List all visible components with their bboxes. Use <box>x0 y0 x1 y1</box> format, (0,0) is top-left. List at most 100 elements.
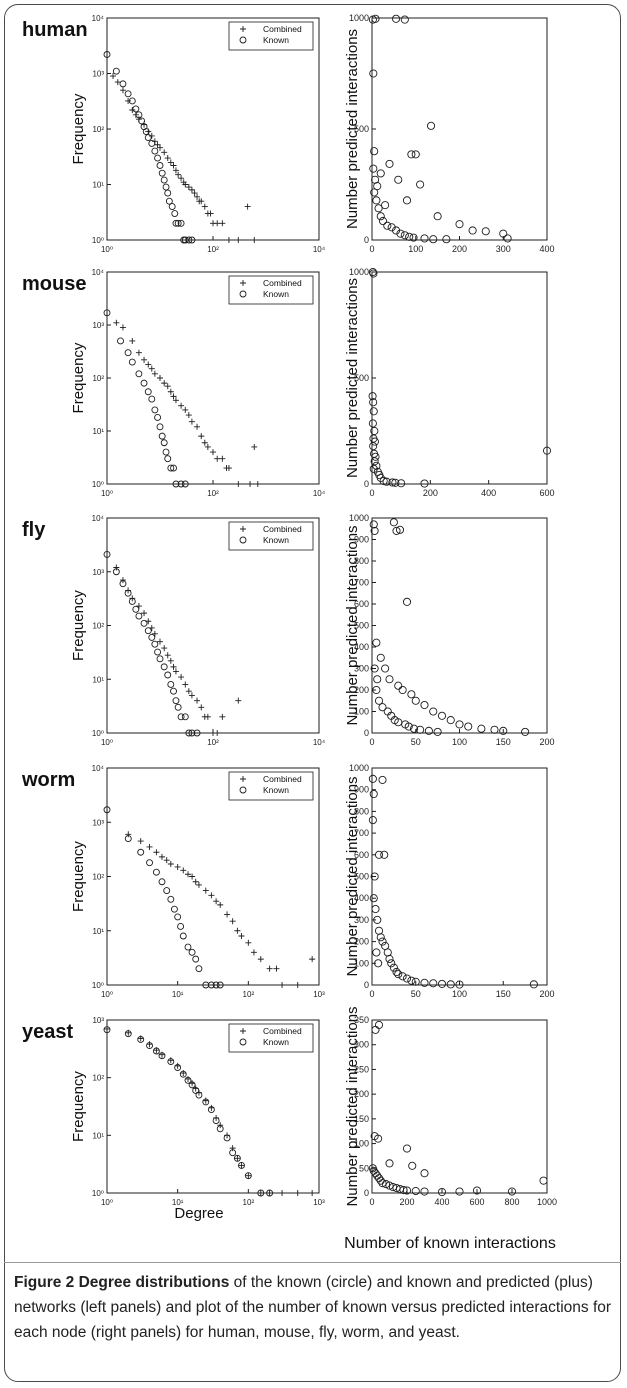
x-axis-label-left: Degree <box>174 1205 223 1222</box>
y-tick-label: 200 <box>354 937 369 947</box>
data-point-circle <box>374 1174 384 1183</box>
data-point-circle <box>171 210 179 217</box>
data-point-plus <box>198 704 205 711</box>
data-point-plus <box>204 713 211 720</box>
data-point-circle <box>374 696 384 705</box>
data-point-circle <box>481 227 490 236</box>
data-point-plus <box>153 849 160 856</box>
data-point-circle <box>499 229 508 238</box>
data-point-circle <box>148 395 156 403</box>
y-tick-label: 10⁰ <box>92 729 104 738</box>
data-point-plus <box>185 688 192 695</box>
legend-entry-label: Combined <box>263 524 302 534</box>
x-tick-label: 10⁴ <box>313 245 326 254</box>
data-point-circle <box>164 455 172 463</box>
data-point-plus <box>309 956 316 963</box>
species-label: fly <box>22 519 46 541</box>
figure-caption: Figure 2 Degree distributions of the kno… <box>14 1270 614 1345</box>
data-point-circle <box>420 1187 429 1196</box>
data-point-circle <box>437 711 447 720</box>
data-point-circle <box>174 703 182 711</box>
x-tick-label: 10² <box>207 738 219 747</box>
data-point-circle <box>135 370 143 378</box>
data-point-circle <box>266 1189 274 1197</box>
y-tick-label: 350 <box>354 1015 369 1025</box>
data-point-plus <box>219 220 226 227</box>
x-tick-label: 0 <box>369 244 374 254</box>
data-point-circle <box>378 1179 387 1188</box>
legend-marker-plus <box>240 26 246 32</box>
data-point-circle <box>185 729 193 737</box>
data-point-plus <box>229 918 236 925</box>
data-point-circle <box>371 14 380 23</box>
data-point-circle <box>378 775 387 784</box>
y-tick-label: 0 <box>364 235 369 245</box>
y-tick-label: 10⁰ <box>92 1189 104 1198</box>
caption-title: Figure 2 Degree distributions <box>14 1274 230 1291</box>
data-point-circle <box>160 663 168 671</box>
data-point-circle <box>394 681 403 690</box>
data-point-plus <box>182 681 189 688</box>
data-point-circle <box>142 128 150 135</box>
y-tick-label: 50 <box>359 1163 369 1173</box>
x-tick-label: 10² <box>243 1198 255 1207</box>
data-point-plus <box>266 965 273 972</box>
data-point-circle <box>148 139 156 147</box>
x-tick-label: 10³ <box>313 1198 325 1207</box>
data-point-circle <box>490 725 499 734</box>
y-axis-label: Frequency <box>70 841 87 912</box>
data-point-circle <box>429 707 438 716</box>
data-point-circle <box>188 1081 196 1089</box>
data-point-plus <box>148 132 155 139</box>
data-point-circle <box>411 696 420 705</box>
panel-fly-right: 0 50 100 150 200 0 100 200 300 400 500 600 700 800 900… <box>344 513 555 747</box>
data-point-circle <box>369 442 378 451</box>
data-point-circle <box>372 685 381 695</box>
data-point-circle <box>408 1161 417 1170</box>
data-point-plus <box>201 203 208 210</box>
data-point-circle <box>389 963 398 972</box>
data-point-circle <box>370 872 379 881</box>
y-tick-label: 250 <box>354 1064 369 1074</box>
data-point-circle <box>529 980 538 989</box>
data-point-circle <box>137 1035 145 1043</box>
data-point-plus <box>113 319 120 326</box>
y-axis-label: Frequency <box>70 1071 87 1142</box>
data-point-circle <box>373 915 382 924</box>
data-point-circle <box>162 448 170 456</box>
plot-area-frame <box>371 17 548 241</box>
legend-entry-label: Combined <box>263 774 302 784</box>
data-point-plus <box>250 949 257 956</box>
data-point-plus <box>172 167 179 174</box>
y-tick-label: 10³ <box>92 321 104 330</box>
data-point-circle <box>372 948 381 957</box>
data-point-circle <box>151 406 159 414</box>
data-point-circle <box>156 162 164 169</box>
data-point-circle <box>455 720 464 729</box>
data-point-circle <box>188 729 196 737</box>
data-point-circle <box>233 1154 241 1162</box>
data-point-plus <box>210 449 216 456</box>
data-point-circle <box>177 923 185 930</box>
data-point-plus <box>119 87 126 94</box>
legend-marker-circle <box>239 290 247 298</box>
y-tick-label: 0 <box>364 479 369 489</box>
data-point-circle <box>455 980 464 989</box>
data-point-plus <box>257 1190 264 1196</box>
data-point-circle <box>193 729 201 737</box>
y-tick-label: 200 <box>354 685 369 695</box>
data-point-circle <box>170 464 177 472</box>
data-point-circle <box>162 183 170 191</box>
data-point-circle <box>135 612 143 620</box>
data-point-circle <box>420 701 429 710</box>
x-tick-label: 10⁴ <box>313 738 326 747</box>
data-point-circle <box>385 954 394 964</box>
data-point-plus <box>164 652 171 659</box>
data-point-circle <box>371 1025 380 1034</box>
data-point-circle <box>521 727 530 736</box>
y-tick-label: 10⁴ <box>92 764 105 773</box>
data-point-circle <box>112 67 120 75</box>
data-point-circle <box>396 229 405 238</box>
y-tick-label: 10² <box>92 125 104 134</box>
data-point-plus <box>170 663 177 670</box>
